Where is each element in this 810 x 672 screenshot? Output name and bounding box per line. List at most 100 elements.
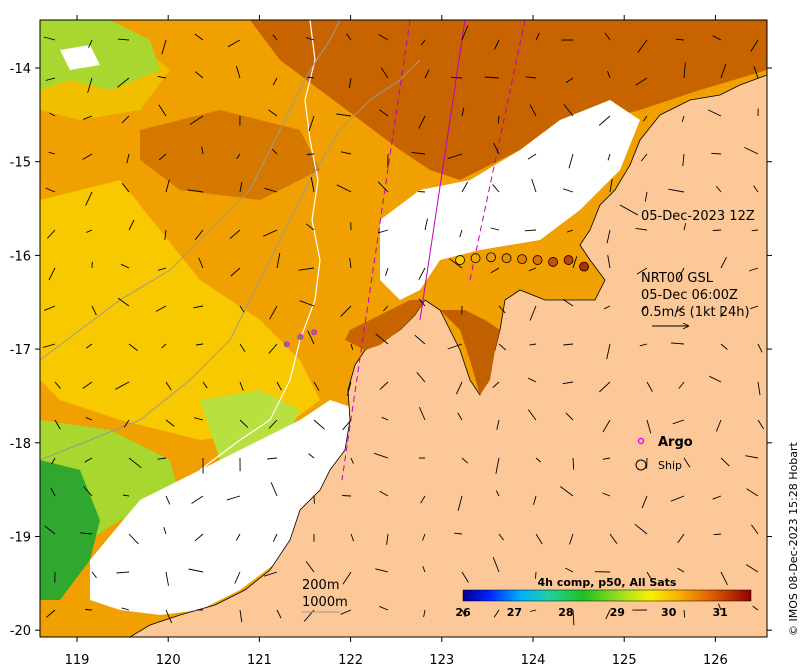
sst-cold-region-sw: [40, 460, 100, 600]
current-arrow: [230, 267, 241, 277]
current-arrow: [676, 305, 685, 312]
current-arrow: [375, 568, 389, 573]
current-arrow: [191, 495, 204, 504]
ship-position-marker: [501, 253, 512, 264]
current-arrow: [308, 115, 315, 132]
current-arrow: [235, 65, 241, 79]
current-arrow: [535, 32, 540, 41]
current-arrow: [48, 151, 56, 155]
current-arrow: [91, 571, 97, 578]
current-arrow: [336, 113, 352, 117]
current-arrow: [720, 571, 728, 586]
current-arrow: [310, 177, 315, 193]
current-arrow: [572, 457, 575, 470]
current-arrow: [194, 229, 204, 241]
current-arrow: [340, 305, 352, 317]
current-arrow: [117, 38, 130, 41]
argo-legend-label: Argo: [658, 435, 693, 450]
sst-coastal-hot: [440, 310, 500, 395]
current-arrow: [568, 153, 574, 169]
track-line-1: [341, 20, 411, 481]
current-arrow: [565, 77, 574, 84]
current-arrow: [497, 115, 500, 124]
current-arrow: [744, 146, 759, 155]
current-arrow: [115, 381, 130, 390]
current-arrow: [54, 419, 61, 430]
current-arrow: [564, 567, 574, 573]
current-arrow: [82, 153, 93, 160]
current-arrow: [239, 181, 243, 193]
current-product-label: NRT00 GSL: [641, 271, 714, 286]
y-tick-label: -18: [10, 437, 31, 452]
current-arrow: [50, 487, 56, 497]
colorbar-tick-label: 29: [610, 606, 625, 619]
current-arrow: [305, 223, 315, 231]
current-arrow: [196, 343, 204, 346]
current-arrow: [529, 104, 537, 117]
x-tick-label: 122: [338, 653, 363, 668]
current-arrow: [535, 533, 543, 545]
current-arrow: [562, 188, 574, 193]
current-arrow: [602, 457, 611, 460]
current-arrow: [531, 178, 537, 193]
current-vectors: [42, 25, 764, 626]
current-scale-label: 0.5m/s (1kt 24h): [641, 305, 750, 320]
current-arrow: [495, 490, 500, 497]
ship-position-marker: [470, 253, 481, 264]
current-arrow: [307, 330, 315, 345]
current-arrow: [86, 229, 93, 233]
current-arrow: [193, 417, 204, 421]
current-arrow: [420, 495, 426, 504]
current-arrow: [609, 533, 618, 545]
contour-1000m: [40, 20, 341, 361]
current-arrow: [494, 39, 500, 50]
current-arrow: [753, 66, 759, 79]
credit-text: © IMOS 08-Dec-2023 15:28 Hobart: [787, 441, 800, 636]
current-arrow: [235, 533, 241, 541]
current-arrow: [677, 267, 685, 280]
current-arrow: [122, 494, 130, 497]
current-arrow: [157, 457, 167, 460]
current-arrow: [46, 609, 56, 618]
current-arrow: [379, 605, 389, 611]
current-arrow: [47, 229, 56, 239]
current-arrow: [45, 77, 56, 81]
colorbar: [462, 589, 752, 602]
current-arrow: [342, 571, 352, 585]
ship-position-marker: [486, 252, 496, 263]
current-arrow: [236, 153, 241, 160]
current-arrow: [490, 227, 500, 231]
current-arrow: [672, 419, 685, 425]
current-arrow: [495, 457, 500, 474]
current-arrow: [461, 609, 466, 618]
sst-cool-region-nw: [40, 20, 160, 90]
current-arrow: [753, 185, 759, 193]
current-arrow: [745, 455, 759, 459]
current-arrow: [86, 343, 93, 349]
current-arrow: [128, 343, 138, 351]
current-arrow: [87, 77, 93, 93]
current-arrow: [713, 533, 722, 536]
current-arrow: [635, 77, 648, 86]
current-arrow: [42, 343, 56, 348]
current-arrow: [457, 412, 463, 421]
current-arrow: [227, 39, 241, 48]
current-arrow: [158, 153, 167, 161]
current-arrow: [164, 229, 167, 240]
current-arrow: [82, 115, 93, 120]
current-arrow: [306, 153, 315, 155]
current-arrow: [603, 305, 611, 310]
current-arrow: [239, 419, 249, 428]
current-arrow: [411, 151, 426, 155]
current-arrow: [670, 342, 685, 345]
current-arrow: [88, 39, 93, 48]
current-arrow: [604, 32, 611, 41]
current-arrow: [272, 34, 278, 41]
current-arrow: [533, 495, 537, 505]
current-arrow: [83, 486, 93, 497]
current-arrow: [418, 407, 426, 421]
current-arrow: [44, 305, 56, 311]
x-tick-label: 124: [521, 653, 546, 668]
current-arrow: [85, 191, 93, 206]
contour-1000m-label: 1000m: [302, 595, 348, 610]
